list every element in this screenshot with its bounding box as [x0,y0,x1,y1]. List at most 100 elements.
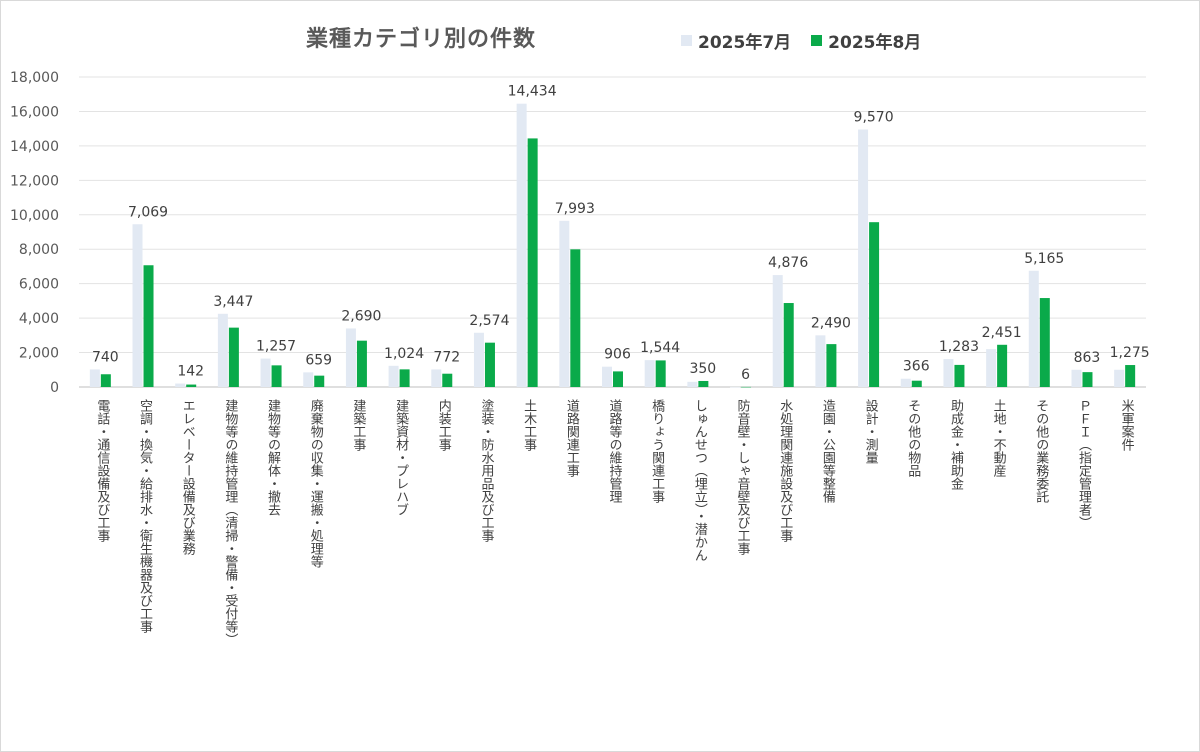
bar-2025-07 [943,359,954,387]
bar-2025-07 [1028,270,1039,387]
bar-2025-08 [100,374,111,387]
bar-2025-07 [388,365,399,387]
x-category-label: 塗装・防水用品及び工事 [478,399,494,542]
x-category-label: 建築資材・プレハブ [393,399,409,516]
data-label-2025-08: 1,257 [256,339,296,355]
bar-2025-08 [484,342,495,387]
data-label-2025-08: 2,574 [469,313,509,329]
bar-2025-07 [1071,369,1082,387]
x-category-label: エレベーター設備及び業務 [179,399,195,555]
x-category-label: 造園・公園等整備 [819,399,835,503]
x-category-label: 防音壁・しゃ音壁及び工事 [734,399,750,555]
bar-2025-07 [516,103,527,387]
bar-2025-07 [1114,369,1125,387]
bar-2025-08 [741,386,752,388]
data-label-2025-08: 142 [177,364,204,380]
bar-2025-08 [442,373,453,387]
x-category-label: 水処理関連施設及び工事 [777,399,793,542]
legend-item-august: 2025年8月 [811,28,921,53]
bar-2025-07 [431,369,442,387]
data-label-2025-08: 7,069 [128,204,168,220]
bar-2025-07 [687,381,698,387]
y-tick-label: 4,000 [19,311,59,327]
data-label-2025-08: 9,570 [854,110,894,126]
bar-2025-07 [89,369,100,387]
data-label-2025-08: 6 [741,367,750,383]
y-tick-label: 18,000 [10,70,59,86]
bar-2025-07 [217,313,228,387]
y-tick-label: 8,000 [19,242,59,258]
data-label-2025-08: 350 [689,361,716,377]
x-category-label: 建物等の解体・撤去 [265,399,281,516]
data-label-2025-08: 7,993 [555,201,595,217]
x-category-label: 廃棄物の収集・運搬・処理等 [307,399,323,568]
legend-swatch-august [811,35,823,46]
x-category-label: 道路等の維持管理 [606,399,622,503]
bar-2025-07 [132,224,143,387]
x-category-label: 建物等の維持管理（清掃・警備・受付等） [222,399,238,646]
bar-2025-07 [815,335,826,387]
data-label-2025-08: 1,275 [1110,345,1150,361]
bar-2025-08 [869,222,880,387]
x-category-label: 米軍案件 [1118,399,1134,451]
data-label-2025-08: 863 [1074,350,1101,366]
x-category-label: 設計・測量 [862,399,878,464]
bar-2025-07 [644,360,655,387]
y-tick-label: 14,000 [10,139,59,155]
bar-2025-08 [271,365,282,387]
x-category-label: 建築工事 [350,399,366,451]
data-label-2025-08: 2,690 [341,308,381,324]
x-category-label: 内装工事 [435,399,451,451]
bar-2025-08 [954,364,965,387]
bar-2025-07 [772,275,783,387]
x-category-label: その他の物品 [905,399,921,477]
bar-2025-08 [570,249,581,387]
bar-2025-07 [730,386,741,388]
x-category-label: 土地・不動産 [990,399,1006,477]
data-label-2025-08: 772 [433,349,460,365]
data-label-2025-08: 659 [305,352,332,368]
bar-2025-08 [228,327,239,387]
x-category-label: 道路関連工事 [563,399,579,477]
data-label-2025-08: 1,024 [384,346,424,362]
bar-2025-08 [613,371,623,387]
bar-2025-08 [1082,372,1093,387]
bar-2025-08 [186,384,197,387]
x-category-label: しゅんせつ（埋立）・潜かん [691,399,707,562]
data-label-2025-08: 14,434 [508,84,557,100]
y-tick-label: 12,000 [10,173,59,189]
x-category-label: 助成金・補助金 [947,399,963,490]
data-label-2025-08: 2,490 [811,315,851,331]
bar-2025-07 [858,129,869,387]
y-tick-label: 10,000 [10,208,59,224]
legend-label-july: 2025年7月 [698,33,792,53]
x-category-label: 電話・通信設備及び工事 [94,399,110,542]
x-category-label: 空調・換気・給排水・衛生機器及び工事 [137,399,153,633]
bar-2025-08 [1039,298,1050,387]
y-tick-label: 2,000 [19,346,59,362]
bar-2025-07 [473,332,484,387]
legend: 2025年7月 2025年8月 [681,28,921,53]
y-tick-label: 6,000 [19,277,59,293]
data-label-2025-08: 906 [604,347,631,363]
y-tick-label: 16,000 [10,104,59,120]
bar-2025-07 [175,383,186,387]
x-category-label: 土木工事 [521,399,537,451]
y-tick-label: 0 [50,380,59,396]
x-category-label: ＰＦＩ（指定管理者） [1075,399,1091,529]
data-label-2025-08: 366 [903,359,930,375]
bar-2025-08 [698,380,709,387]
bar-2025-07 [345,328,356,387]
data-label-2025-08: 2,451 [982,325,1022,341]
bar-2025-07 [900,378,911,387]
legend-swatch-july [681,35,692,46]
x-category-label: 橋りょう関連工事 [649,399,665,503]
bar-2025-08 [314,375,325,387]
data-label-2025-08: 4,876 [768,255,808,271]
bar-2025-08 [997,344,1008,387]
bar-2025-08 [527,138,538,387]
bar-2025-08 [356,340,367,387]
bar-2025-07 [602,366,612,387]
